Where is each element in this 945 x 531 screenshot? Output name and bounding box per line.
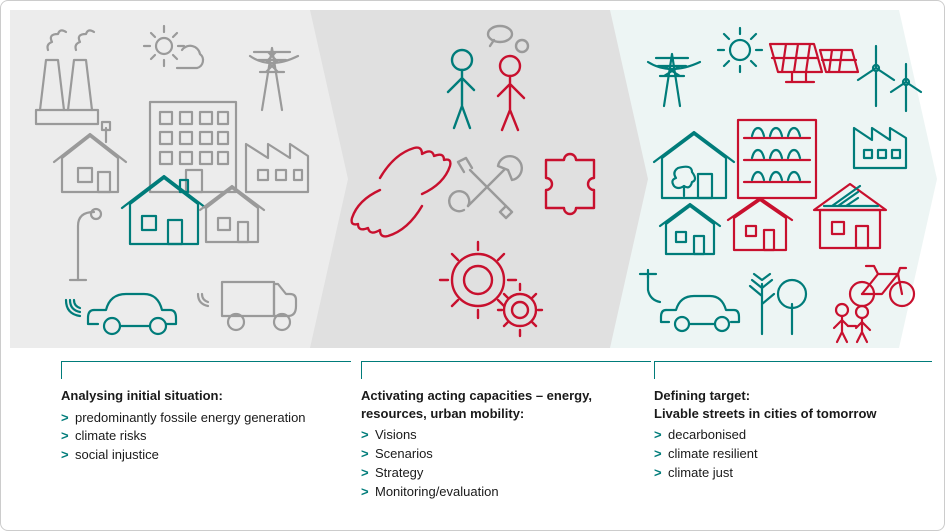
- list-item-label: climate just: [668, 465, 733, 480]
- caption-3-title: Defining target: Livable streets in citi…: [654, 387, 932, 422]
- power-plant-icon: [36, 30, 98, 124]
- sun-green-icon: [718, 28, 762, 72]
- solar-house-icon: [814, 184, 886, 248]
- helping-hands-icon: [352, 148, 451, 237]
- chevron-icon: >: [654, 445, 662, 464]
- trees-icon: [750, 274, 806, 334]
- caption-2: Activating acting capacities – energy, r…: [361, 361, 651, 501]
- car-icon: [66, 294, 176, 334]
- pylon-icon: [250, 48, 298, 110]
- panel-2-illustration: [310, 10, 650, 348]
- caption-2-list: > Visions > Scenarios > Strategy > Monitorin…: [361, 426, 651, 501]
- solar-panels-icon: [770, 44, 858, 82]
- list-item-label: predominantly fossile energy generation: [75, 410, 306, 425]
- gears-icon: [440, 242, 542, 336]
- list-item: > Scenarios: [361, 445, 651, 464]
- bicycle-icon: [850, 266, 914, 306]
- sun-icon: [144, 26, 203, 68]
- list-item: > Visions: [361, 426, 651, 445]
- green-factory-icon: [854, 128, 906, 168]
- list-item-label: Visions: [375, 427, 417, 442]
- panel-3-illustration: [610, 10, 937, 348]
- list-item: > climate resilient: [654, 445, 932, 464]
- children-icon: [834, 304, 870, 342]
- list-item: > social injustice: [61, 446, 351, 465]
- panel-defining-target: [610, 10, 937, 348]
- factory-icon: [246, 144, 308, 192]
- panel-1-illustration: [10, 10, 350, 348]
- house-mid-icon: [200, 186, 264, 242]
- chevron-icon: >: [61, 409, 69, 428]
- list-item-label: climate resilient: [668, 446, 758, 461]
- panel-initial-situation: [10, 10, 350, 348]
- list-item-label: Scenarios: [375, 446, 433, 461]
- ev-car-icon: [640, 270, 739, 331]
- list-item: > climate risks: [61, 427, 351, 446]
- caption-3: Defining target: Livable streets in citi…: [654, 361, 932, 483]
- chevron-icon: >: [361, 464, 369, 483]
- truck-icon: [198, 282, 296, 330]
- chevron-icon: >: [361, 445, 369, 464]
- list-item-label: Monitoring/evaluation: [375, 484, 499, 499]
- bracket-2: [361, 361, 651, 379]
- house-future-teal-icon: [660, 204, 720, 254]
- house-small-icon: [54, 122, 126, 192]
- list-item: > Strategy: [361, 464, 651, 483]
- list-item-label: Strategy: [375, 465, 423, 480]
- list-item-label: decarbonised: [668, 427, 746, 442]
- chevron-icon: >: [61, 446, 69, 465]
- chevron-icon: >: [654, 464, 662, 483]
- puzzle-icon: [546, 154, 594, 214]
- caption-2-title: Activating acting capacities – energy, r…: [361, 387, 651, 422]
- chevron-icon: >: [361, 426, 369, 445]
- wind-turbines-icon: [858, 46, 921, 111]
- captions-row: Analysing initial situation: > predominan…: [1, 361, 944, 521]
- pylon-green-icon: [648, 54, 700, 106]
- process-arrow-panels: [10, 10, 937, 348]
- chevron-icon: >: [654, 426, 662, 445]
- people-talking-icon: [448, 26, 528, 130]
- caption-1: Analysing initial situation: > predominan…: [61, 361, 351, 465]
- chevron-icon: >: [61, 427, 69, 446]
- caption-1-title: Analysing initial situation:: [61, 387, 351, 405]
- streetlamp-icon: [70, 209, 101, 280]
- list-item: > Monitoring/evaluation: [361, 483, 651, 502]
- list-item: > decarbonised: [654, 426, 932, 445]
- house-teal-icon: [122, 176, 206, 244]
- list-item-label: climate risks: [75, 428, 147, 443]
- list-item: > climate just: [654, 464, 932, 483]
- chevron-icon: >: [361, 483, 369, 502]
- list-item: > predominantly fossile energy generation: [61, 409, 351, 428]
- panel-activating-capacities: [310, 10, 650, 348]
- bracket-3: [654, 361, 932, 379]
- list-item-label: social injustice: [75, 447, 159, 462]
- caption-3-list: > decarbonised > climate resilient > climat…: [654, 426, 932, 483]
- eco-house-icon: [654, 132, 734, 198]
- house-future-red-icon: [728, 198, 792, 250]
- caption-1-list: > predominantly fossile energy generation…: [61, 409, 351, 466]
- bracket-1: [61, 361, 351, 379]
- tools-icon: [449, 156, 522, 218]
- green-apartment-icon: [738, 120, 816, 198]
